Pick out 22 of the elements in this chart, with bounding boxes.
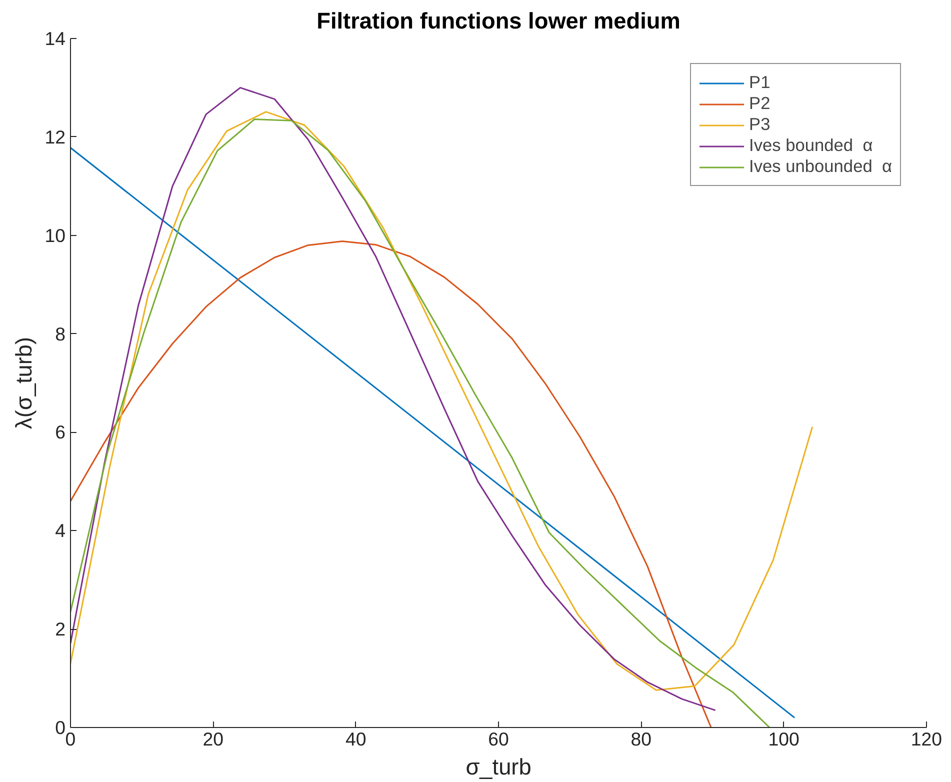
y-tick-label: 2 — [55, 618, 66, 640]
y-tick-label: 8 — [55, 323, 66, 344]
x-tick-label: 120 — [910, 728, 942, 750]
x-tick-label: 40 — [345, 728, 366, 750]
legend-label: P3 — [749, 114, 770, 135]
legend-label: P1 — [749, 72, 770, 93]
legend-label: Ives unbounded α — [749, 156, 892, 177]
legend-label: P2 — [749, 93, 770, 114]
x-tick-label: 60 — [488, 728, 509, 750]
y-tick-label: 4 — [55, 520, 66, 542]
x-tick-label: 80 — [630, 728, 652, 750]
legend-label: Ives bounded α — [749, 135, 873, 156]
x-tick-label: 20 — [202, 728, 224, 750]
y-tick-label: 6 — [55, 422, 66, 443]
x-tick-label: 100 — [768, 728, 800, 750]
chart-title: Filtration functions lower medium — [316, 8, 680, 34]
y-axis-title: λ(σ_turb) — [10, 336, 37, 430]
line-series — [70, 240, 712, 728]
x-axis-title: σ_turb — [466, 754, 532, 780]
y-tick-label: 14 — [44, 28, 66, 49]
y-tick-label: 10 — [44, 224, 66, 246]
y-tick-label: 12 — [44, 126, 66, 148]
